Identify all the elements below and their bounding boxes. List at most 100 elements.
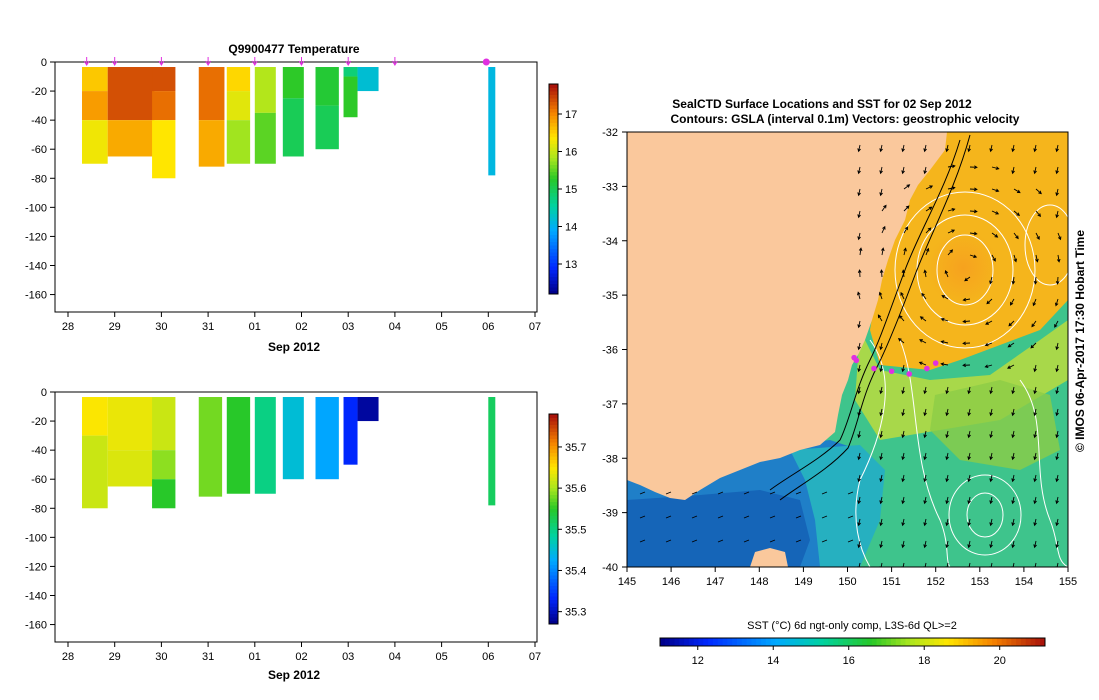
colorbar-tick-label: 16 (565, 147, 577, 159)
colorbar-tick-label: 35.4 (565, 565, 586, 577)
profile-cell (152, 450, 176, 480)
sst-map-panel: SealCTD Surface Locations and SST for 02… (602, 97, 1087, 667)
sst-shelf-water (790, 445, 885, 567)
colorbar-segment (992, 638, 998, 646)
x-tick-label: 28 (62, 651, 74, 663)
colorbar-segment (814, 638, 820, 646)
colorbar-segment (549, 540, 558, 544)
profile-cell (343, 67, 358, 77)
colorbar-segment (549, 108, 558, 113)
velocity-vector (991, 210, 1000, 215)
velocity-vector (1011, 166, 1015, 175)
lon-tick-label: 148 (750, 576, 768, 588)
lat-tick-label: -35 (602, 290, 618, 302)
velocity-vector (1055, 364, 1059, 373)
colorbar-segment (549, 213, 558, 218)
colorbar-segment (549, 87, 558, 92)
colorbar-segment (549, 157, 558, 162)
velocity-vector (947, 229, 956, 234)
velocity-vector (986, 298, 993, 305)
velocity-vector (900, 291, 905, 300)
velocity-vector (769, 491, 776, 495)
colorbar-segment (842, 638, 849, 646)
gsla-contour (966, 492, 1004, 538)
velocity-vector (945, 540, 949, 549)
colorbar-segment (549, 266, 558, 270)
velocity-vector (903, 184, 911, 190)
velocity-vector (857, 320, 861, 329)
velocity-vector (901, 386, 905, 395)
colorbar-segment (549, 143, 558, 148)
velocity-vector (847, 539, 854, 543)
colorbar-segment (549, 192, 558, 197)
colorbar-segment (549, 505, 558, 509)
colorbar-segment (756, 638, 762, 646)
salinity-x-ticks: 28 29 30 31 01 02 03 04 05 06 07 (62, 642, 541, 663)
velocity-vector (857, 408, 861, 417)
colorbar-tick-label: 35.3 (565, 607, 586, 619)
colorbar-segment (549, 273, 558, 277)
colorbar-segment (780, 638, 786, 646)
velocity-vector (880, 247, 885, 256)
profile-cell (315, 105, 339, 150)
colorbar-segment (549, 227, 558, 232)
colorbar-segment (549, 126, 558, 130)
velocity-vector (923, 144, 927, 153)
bathymetry-line (769, 139, 961, 491)
colorbar-segment (549, 252, 558, 256)
colorbar-segment (549, 417, 558, 422)
colorbar-segment (549, 494, 558, 499)
gsla-contour (936, 234, 994, 306)
salinity-colorbar: 35.3 35.4 35.5 35.6 35.7 (548, 413, 586, 625)
colorbar-segment (929, 638, 935, 646)
colorbar-segment (549, 199, 558, 204)
gsla-contour (948, 474, 1022, 556)
velocity-vector (1055, 210, 1059, 219)
velocity-vector (1011, 430, 1015, 439)
velocity-vector (989, 496, 993, 505)
colorbar-segment (1001, 638, 1007, 646)
velocity-vector (925, 185, 934, 190)
velocity-vector (947, 164, 956, 169)
colorbar-segment (943, 638, 950, 646)
colorbar-segment (664, 638, 671, 646)
profile-marker (482, 58, 490, 66)
velocity-vector (769, 515, 776, 519)
lon-tick-label: 153 (971, 576, 989, 588)
colorbar-segment (549, 161, 558, 165)
velocity-vector (857, 144, 861, 153)
temperature-y-ticks: 0 -20 -40 -60 -80 -100 -120 -140 -160 (25, 57, 55, 302)
velocity-vector (691, 491, 698, 495)
profile-cell (343, 76, 358, 118)
profile-cell (82, 397, 108, 436)
y-tick-label: -60 (31, 144, 47, 156)
colorbar-segment (549, 206, 558, 211)
colorbar-segment (549, 529, 558, 534)
velocity-vector (857, 386, 861, 395)
x-tick-label: 03 (342, 321, 354, 333)
colorbar-segment (1035, 638, 1041, 646)
x-tick-label: 04 (389, 321, 401, 333)
y-tick-label: -140 (25, 260, 47, 272)
velocity-vector (901, 269, 906, 278)
colorbar-segment (915, 638, 921, 646)
velocity-vector (985, 320, 993, 325)
colorbar-segment (891, 638, 897, 646)
velocity-vector (847, 515, 854, 519)
bathymetry-line (779, 134, 971, 501)
velocity-vector (879, 269, 884, 278)
velocity-vector (945, 408, 949, 417)
colorbar-segment (549, 431, 558, 436)
colorbar-segment (549, 119, 558, 123)
colorbar-segment (549, 182, 558, 186)
colorbar-segment (549, 536, 558, 541)
colorbar-segment (549, 115, 558, 120)
colorbar-segment (712, 638, 719, 646)
colorbar-segment (674, 638, 680, 646)
colorbar-tick-label: 14 (565, 222, 577, 234)
velocity-vector (1055, 496, 1059, 505)
velocity-vector (1032, 298, 1037, 307)
velocity-vector (795, 491, 802, 495)
velocity-vector (1013, 232, 1019, 240)
velocity-vector (1035, 232, 1040, 240)
